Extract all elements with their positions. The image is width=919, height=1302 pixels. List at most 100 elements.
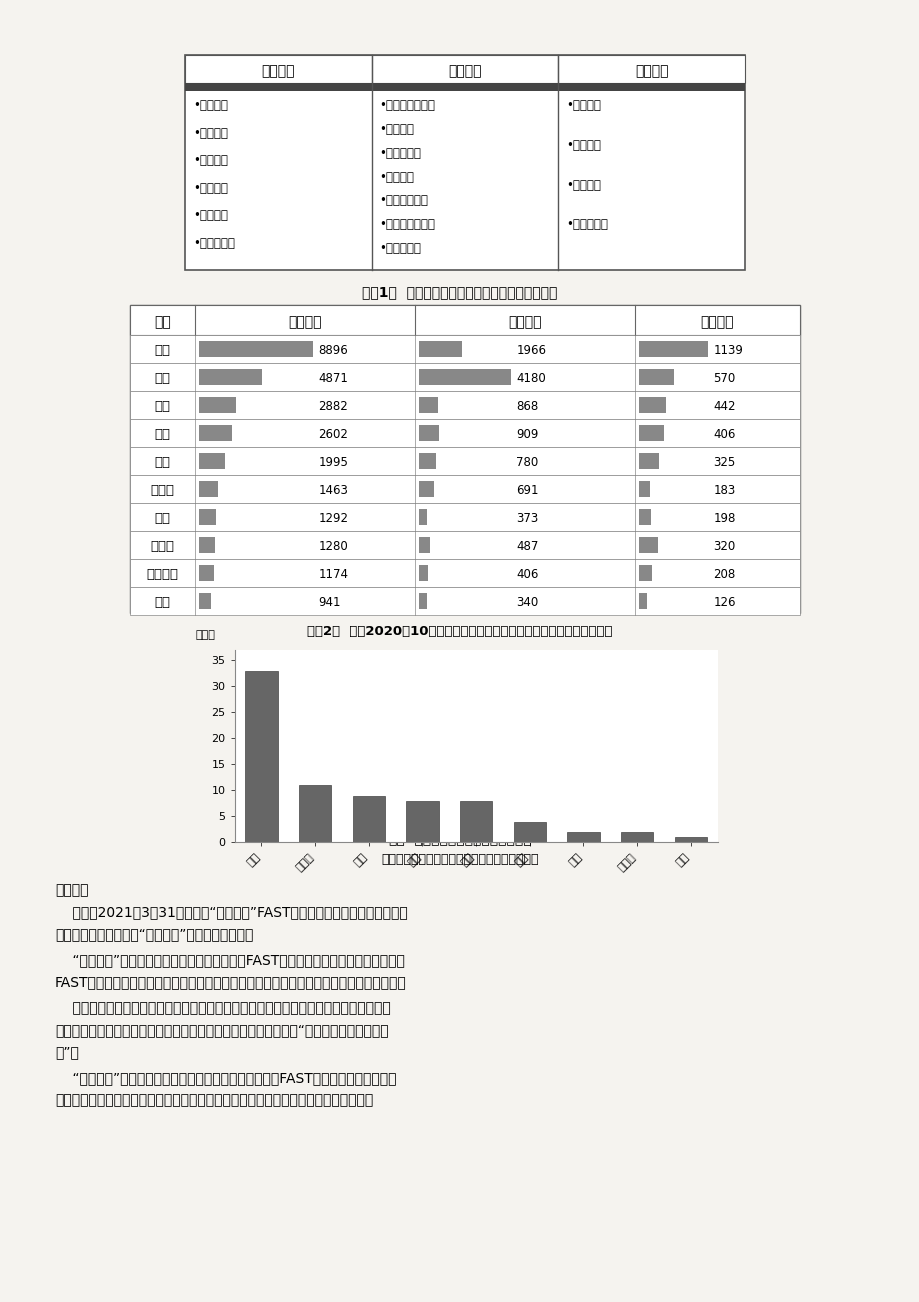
Bar [199,426,233,440]
Text: 图表3：各国量子计算领域的企业数量: 图表3：各国量子计算领域的企业数量 [388,831,531,845]
Text: 406: 406 [516,568,539,581]
Bar [185,55,744,270]
Bar [418,482,434,496]
Text: 340: 340 [516,595,538,608]
Bar [620,832,652,842]
Text: 442: 442 [712,400,735,413]
Bar [460,801,492,842]
Bar [199,509,215,525]
Bar [558,83,744,91]
Text: •分子化学: •分子化学 [193,181,228,194]
Text: •大气与环境检测: •大气与环境检测 [380,219,435,232]
Bar [639,509,651,525]
Bar [130,587,800,615]
Text: 集观测申请。这标志着“中国天眼”正式对全球开放。: 集观测申请。这标志着“中国天眼”正式对全球开放。 [55,927,253,941]
Text: 量子通信: 量子通信 [634,64,668,78]
Bar [199,397,236,413]
Bar [371,55,558,83]
Text: 1463: 1463 [318,483,348,496]
Text: 1139: 1139 [712,344,743,357]
Text: •电信网络: •电信网络 [193,154,228,167]
Bar [199,538,215,553]
Text: 325: 325 [712,456,735,469]
Text: 320: 320 [712,539,735,552]
Bar [245,671,278,842]
Bar [418,538,429,553]
Bar [674,837,706,842]
Text: 2602: 2602 [318,427,348,440]
Bar [130,363,800,391]
Bar [418,565,427,581]
Text: 1292: 1292 [318,512,348,525]
Text: •定位导航: •定位导航 [380,171,414,184]
Text: •目标识别等: •目标识别等 [380,242,421,255]
Bar [130,559,800,587]
Text: 1995: 1995 [318,456,348,469]
Text: 1174: 1174 [318,568,348,581]
Bar [639,426,663,440]
Text: 材料三：: 材料三： [55,883,88,897]
Text: 新时代中国科技莓勃发展，自主创新与开放创新相辅相成。发展科学技术必须具有全球: 新时代中国科技莓勃发展，自主创新与开放创新相辅相成。发展科学技术必须具有全球 [55,1001,391,1016]
Text: 208: 208 [712,568,735,581]
Text: 意大利: 意大利 [151,539,175,552]
Text: 开放，将给世界天文学界提供更多的观测条件，为构建人类命运共同体贡献中国智慧。: 开放，将给世界天文学界提供更多的观测条件，为构建人类命运共同体贡献中国智慧。 [55,1092,373,1107]
Text: 780: 780 [516,456,538,469]
Bar [199,370,261,384]
Text: 1280: 1280 [318,539,347,552]
Text: 量子计算: 量子计算 [288,315,322,329]
Text: 视野，自主创新是开放环境下的创新，绝不能关起门来搞，而是要“聚四海之气、借八方之: 视野，自主创新是开放环境下的创新，绝不能关起门来搞，而是要“聚四海之气、借八方之 [55,1023,388,1036]
Text: 868: 868 [516,400,538,413]
Text: 量子计算: 量子计算 [261,64,295,78]
Bar [130,475,800,503]
Bar [185,55,371,83]
Text: 4871: 4871 [318,371,348,384]
Text: 德国: 德国 [154,400,170,413]
Text: 日本: 日本 [154,427,170,440]
Text: •引力场探测: •引力场探测 [380,147,421,160]
Text: 4180: 4180 [516,371,546,384]
Text: 力”。: 力”。 [55,1046,79,1059]
Bar [130,305,800,613]
Text: 1966: 1966 [516,344,546,357]
Bar [639,341,708,357]
Text: •交通规划: •交通规划 [193,99,228,112]
Text: FAST工程从设计到技术，从材料到建造，基本实现国产化。既是中国制造，更是中国创造。: FAST工程从设计到技术，从材料到建造，基本实现国产化。既是中国制造，更是中国创… [55,975,406,990]
Text: 941: 941 [318,595,341,608]
Text: 909: 909 [516,427,539,440]
Text: 量子通信: 量子通信 [507,315,541,329]
Bar [130,531,800,559]
Text: 量子测量: 量子测量 [448,64,482,78]
Bar [199,341,313,357]
Text: 487: 487 [516,539,539,552]
Bar [513,822,545,842]
Bar [185,83,371,91]
Text: 美国: 美国 [154,344,170,357]
Text: 183: 183 [712,483,735,496]
Text: 北京时2021年3月31日零点，“中国天眼”FAST向全世界天文学家发出邀约，征: 北京时2021年3月31日零点，“中国天眼”FAST向全世界天文学家发出邀约，征 [55,905,407,919]
Text: •军事安全: •军事安全 [566,178,600,191]
Bar [199,594,210,609]
Text: 国家: 国家 [154,315,171,329]
Text: 中国: 中国 [154,371,170,384]
Text: •超高分辨成像: •超高分辨成像 [380,194,428,207]
Bar [130,419,800,447]
Text: 法国: 法国 [154,512,170,525]
Text: 570: 570 [712,371,735,384]
Text: •金融交易等: •金融交易等 [193,237,234,250]
Bar [199,482,218,496]
Bar [418,453,436,469]
Text: •人工智能: •人工智能 [193,210,228,223]
Text: 2882: 2882 [318,400,347,413]
Text: “中国天眼”的开放，建立在人类命运共同体的共识上。FAST对全球天文学家的正式: “中国天眼”的开放，建立在人类命运共同体的共识上。FAST对全球天文学家的正式 [55,1072,396,1085]
Text: （个）: （个） [196,630,216,641]
Bar [418,509,426,525]
Bar [639,594,646,609]
Text: 印度: 印度 [154,595,170,608]
Bar [639,538,658,553]
Bar [371,83,558,91]
Text: 8896: 8896 [318,344,347,357]
Text: 198: 198 [712,512,735,525]
Bar [352,796,384,842]
Text: •国家安全: •国家安全 [566,99,600,112]
Bar [130,305,800,335]
